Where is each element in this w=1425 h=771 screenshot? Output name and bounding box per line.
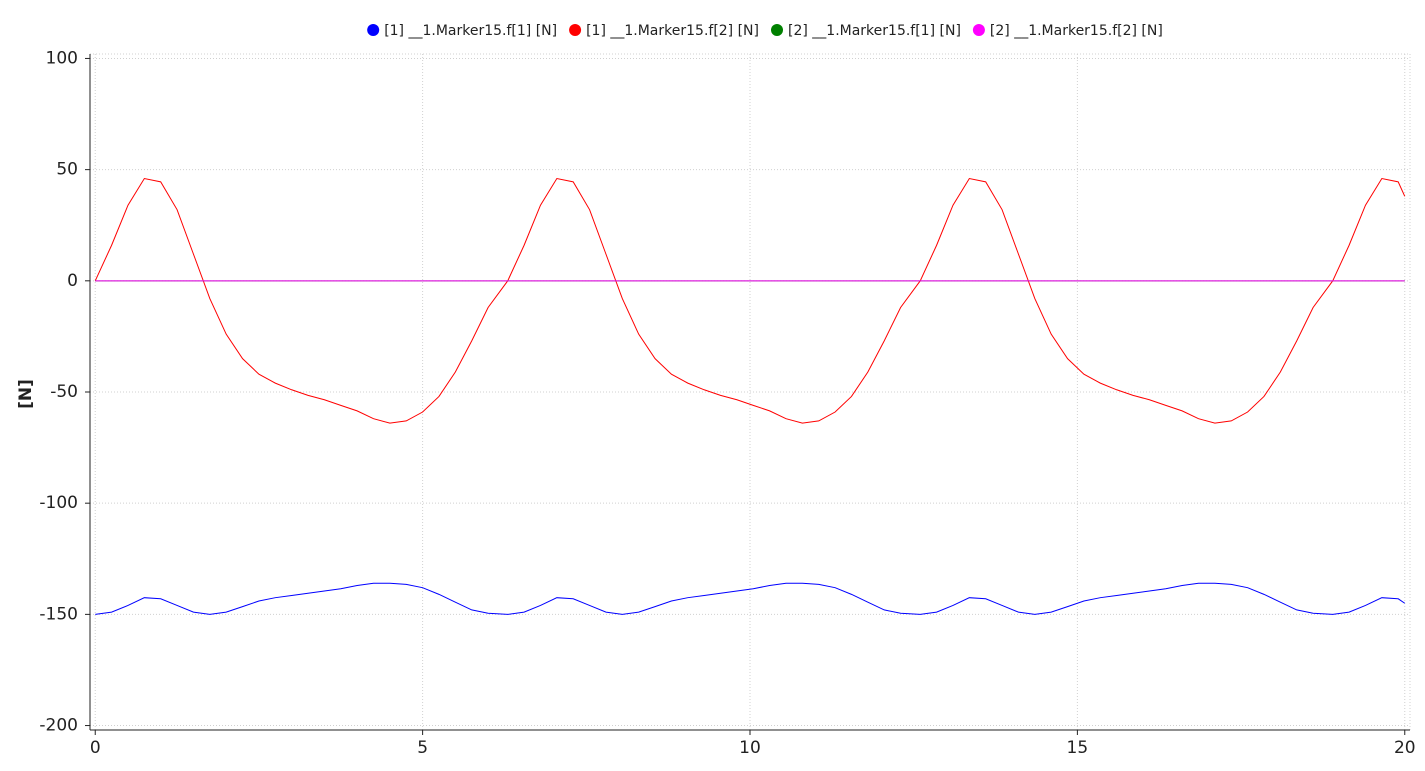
y-tick-label: -50 bbox=[50, 382, 78, 402]
x-tick-label: 10 bbox=[739, 738, 761, 758]
legend-label: [2] __1.Marker15.f[2] [N] bbox=[990, 23, 1163, 39]
legend-marker bbox=[972, 24, 985, 36]
legend: [1] __1.Marker15.f[1] [N] [1] __1.Marker1… bbox=[367, 23, 1163, 39]
legend-label: [1] __1.Marker15.f[1] [N] bbox=[384, 23, 557, 39]
legend-label: [2] __1.Marker15.f[1] [N] bbox=[788, 23, 961, 39]
series-line bbox=[95, 582, 1406, 615]
y-tick-label: -150 bbox=[39, 604, 78, 624]
y-tick-label: -200 bbox=[39, 716, 78, 736]
y-tick-label: -100 bbox=[39, 493, 78, 513]
x-tick-label: 15 bbox=[1067, 738, 1089, 758]
legend-marker bbox=[367, 24, 380, 36]
y-tick-label: 0 bbox=[67, 271, 78, 291]
legend-label: [1] __1.Marker15.f[2] [N] bbox=[586, 23, 759, 39]
legend-marker bbox=[569, 24, 582, 36]
y-tick-label: 50 bbox=[56, 160, 78, 180]
y-tick-label: 100 bbox=[46, 48, 78, 68]
x-tick-label: 5 bbox=[417, 738, 428, 758]
x-tick-label: 0 bbox=[90, 738, 101, 758]
x-tick-label: 20 bbox=[1394, 738, 1416, 758]
legend-marker bbox=[771, 24, 783, 36]
series-line bbox=[94, 177, 1406, 424]
y-axis-label: [N] bbox=[16, 379, 36, 409]
